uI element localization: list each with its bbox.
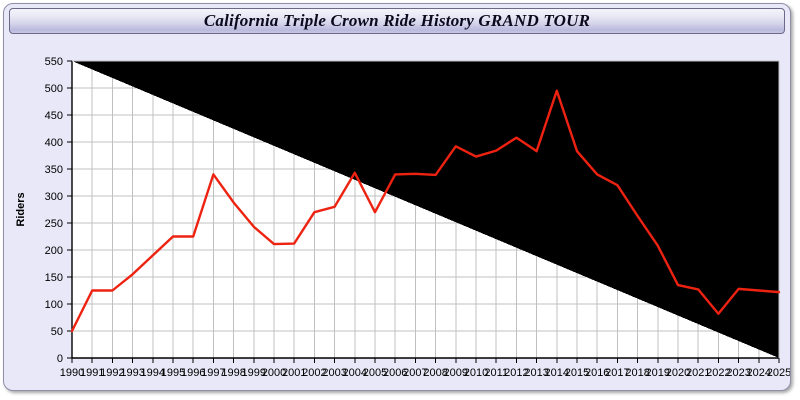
chart-title-bar: California Triple Crown Ride History GRA…	[9, 8, 785, 34]
x-axis-tick-label: 2000	[262, 367, 286, 379]
x-axis-tick-label: 1992	[100, 367, 124, 379]
x-axis-tick-label: 2018	[625, 367, 649, 379]
x-axis-tick-label: 1999	[242, 367, 266, 379]
x-axis-tick-label: 2022	[706, 367, 730, 379]
y-axis-title: Riders	[15, 192, 27, 226]
x-axis-tick-label: 2025	[767, 367, 791, 379]
x-axis-tick-label: 2006	[383, 367, 407, 379]
x-axis-tick-label: 1990	[60, 367, 84, 379]
y-axis-tick-label: 350	[45, 164, 63, 176]
chart-window: California Triple Crown Ride History GRA…	[3, 3, 791, 391]
x-axis-tick-label: 2020	[666, 367, 690, 379]
x-axis-tick-label: 2021	[686, 367, 710, 379]
x-axis-tick-label: 2015	[565, 367, 589, 379]
x-axis-tick-label: 2008	[423, 367, 447, 379]
x-axis-tick-label: 2010	[464, 367, 488, 379]
y-axis-tick-label: 450	[45, 110, 63, 122]
y-axis-tick-label: 200	[45, 245, 63, 257]
plot-area: 0 50 100 150 200 250 300 350 400 450 500 550 1990 199…	[4, 40, 791, 390]
y-axis-tick-label: 0	[57, 353, 63, 365]
y-axis-tick-label: 400	[45, 137, 63, 149]
line-chart-svg: 0501001502002503003504004505005501990199…	[15, 56, 791, 379]
x-axis-tick-label: 2001	[282, 367, 306, 379]
data-series-line	[70, 89, 781, 333]
x-axis-tick-label: 1993	[120, 367, 144, 379]
x-axis-tick-label: 2009	[444, 367, 468, 379]
x-axis-tick-label: 2024	[747, 367, 771, 379]
x-axis-tick-label: 1994	[141, 367, 165, 379]
x-axis-tick-label: 2016	[585, 367, 609, 379]
y-axis-tick-label: 550	[45, 56, 63, 68]
y-axis-tick-label: 500	[45, 83, 63, 95]
x-axis-tick-label: 1991	[80, 367, 104, 379]
x-axis-tick-label: 2004	[343, 367, 367, 379]
plot-frame	[72, 60, 780, 358]
axis-lines	[71, 61, 779, 359]
x-axis-tick-label: 2003	[322, 367, 346, 379]
x-axis-tick-label: 2012	[504, 367, 528, 379]
x-axis-tick-label: 1998	[221, 367, 245, 379]
y-axis-tick-label: 150	[45, 272, 63, 284]
x-axis-tick-label: 2019	[646, 367, 670, 379]
x-axis-tick-label: 1997	[201, 367, 225, 379]
x-axis-tick-label: 2011	[484, 367, 508, 379]
y-axis-tick-label: 300	[45, 191, 63, 203]
x-axis-tick-label: 1996	[181, 367, 205, 379]
x-axis-tick-label: 2007	[403, 367, 427, 379]
x-axis-tick-label: 2023	[726, 367, 750, 379]
x-axis-tick-label: 2017	[605, 367, 629, 379]
x-axis-tick-label: 1995	[161, 367, 185, 379]
x-axis-tick-label: 2005	[363, 367, 387, 379]
x-axis-tick-label: 2013	[524, 367, 548, 379]
y-axis-tick-label: 250	[45, 218, 63, 230]
x-axis-tick-label: 2014	[545, 367, 569, 379]
page-title: California Triple Crown Ride History GRA…	[203, 11, 591, 30]
y-axis-tick-label: 50	[51, 326, 63, 338]
x-axis-tick-label: 2002	[302, 367, 326, 379]
y-axis-tick-label: 100	[45, 299, 63, 311]
